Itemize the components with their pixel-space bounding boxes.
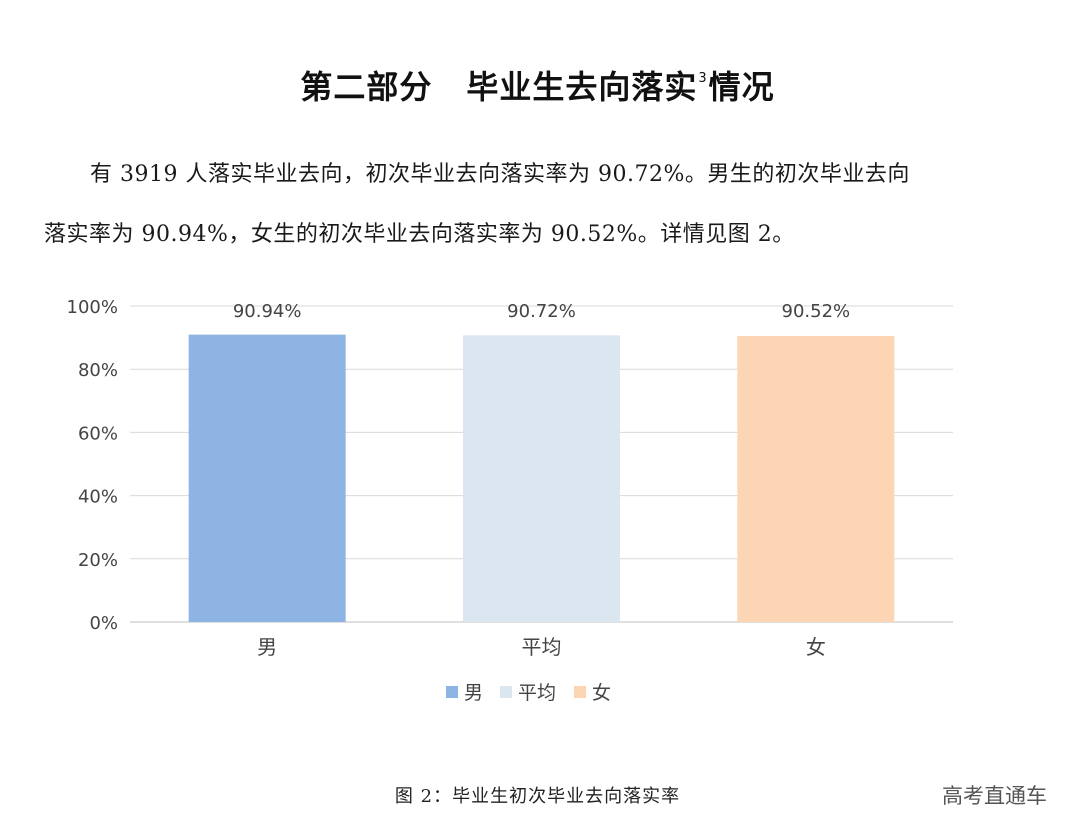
y-axis-ticks: 0% 20% 40% 60% 80% 100% [67,297,118,634]
legend-swatch [446,686,458,698]
legend: 男 平均 女 [446,682,611,704]
bar-2 [463,335,620,622]
data-label: 90.52% [782,301,851,322]
paragraph-line-1: 有 3919 人落实毕业去向，初次毕业去向落实率为 90.72%。男生的初次毕业… [90,162,910,187]
footnote-mark: 3 [698,71,708,86]
y-tick-label: 20% [78,550,118,571]
bar-3 [737,335,895,622]
bars [188,334,895,622]
figure-caption: 图 2：毕业生初次毕业去向落实率 [394,786,681,807]
category-label: 男 [257,635,277,659]
bar-1 [188,334,346,622]
y-tick-label: 100% [67,297,118,318]
data-label: 90.94% [233,301,302,322]
data-labels: 90.94% 90.72% 90.52% [233,301,850,322]
page-heading: 第二部分 毕业生去向落实3情况 [0,62,1075,108]
paragraph-line-2: 落实率为 90.94%，女生的初次毕业去向落实率为 90.52%。详情见图 2。 [44,222,795,247]
heading-title: 毕业生去向落实 [466,68,698,106]
legend-swatch [500,686,512,698]
category-label: 平均 [522,635,562,659]
y-tick-label: 40% [78,487,118,508]
x-axis-categories: 男 平均 女 [257,635,826,659]
y-tick-label: 60% [78,423,118,444]
legend-label: 女 [592,682,611,704]
legend-swatch [574,686,586,698]
y-tick-label: 80% [78,360,118,381]
data-label: 90.72% [507,301,576,322]
watermark: 高考直通车 [942,784,1047,808]
y-tick-label: 0% [89,613,118,634]
legend-label: 平均 [518,682,556,704]
legend-label: 男 [464,682,483,704]
category-label: 女 [806,635,826,659]
heading-suffix: 情况 [708,68,775,106]
heading-part: 第二部分 [300,68,433,106]
bar-chart: 0%20%40%60%80%100% 90.94% 90.72% 90.52% 男平… [67,297,953,704]
